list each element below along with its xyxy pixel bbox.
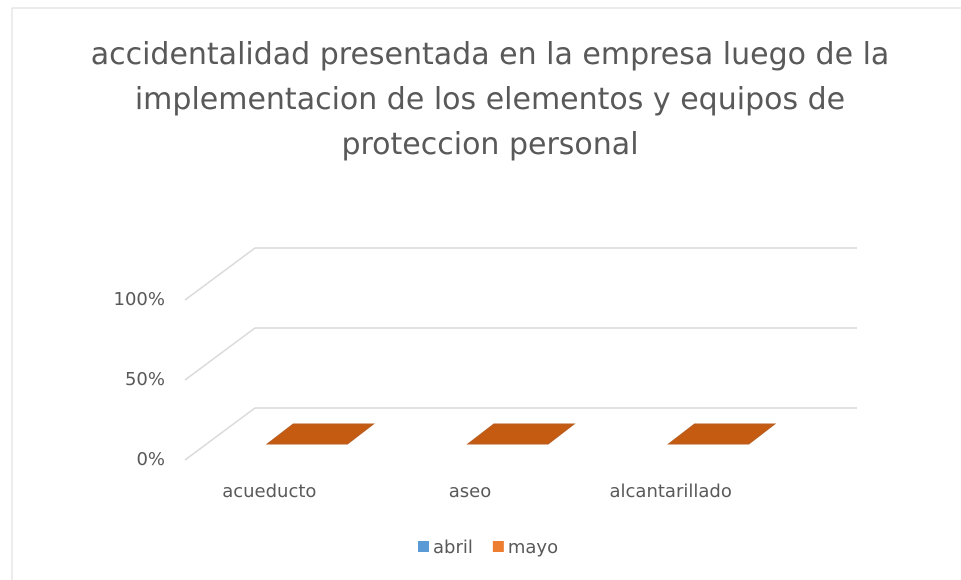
y-tick-label: 100%: [114, 289, 165, 310]
grid-line-side: [184, 407, 256, 461]
legend-swatch: [418, 541, 429, 552]
legend-label: mayo: [508, 537, 558, 558]
chart-frame: [11, 7, 961, 580]
legend-swatch: [492, 541, 504, 552]
bar: [265, 423, 375, 445]
y-tick-label: 0%: [136, 449, 165, 470]
bar: [466, 423, 576, 445]
grid-line-side: [184, 327, 256, 381]
legend-label: abril: [433, 537, 473, 558]
chart-title: accidentalidad presentada en la empresa …: [90, 37, 890, 162]
x-tick-label: aseo: [449, 481, 492, 502]
x-tick-label: acueducto: [222, 481, 316, 502]
bar: [667, 423, 777, 445]
grid-line-side: [184, 247, 256, 301]
y-tick-label: 50%: [125, 369, 165, 390]
x-tick-label: alcantarillado: [610, 481, 732, 502]
